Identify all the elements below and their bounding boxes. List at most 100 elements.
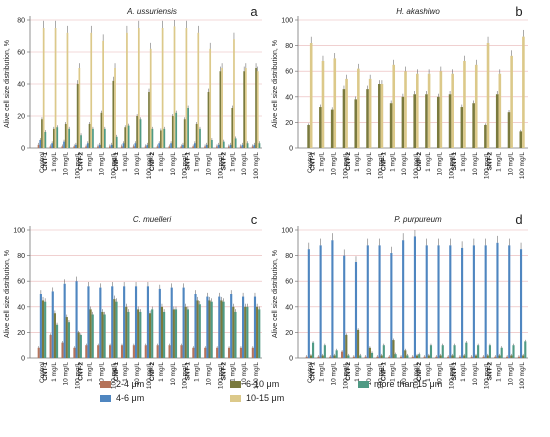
bar-2-4 xyxy=(109,146,111,148)
legend-item-6-10: 6-10 μm xyxy=(230,379,279,389)
bar-15+ xyxy=(359,355,362,358)
bar-2-4 xyxy=(61,146,64,148)
x-tick-label: 1 mg/L xyxy=(319,362,326,382)
bar-2-4 xyxy=(37,144,40,148)
bar-2-4 xyxy=(239,146,242,148)
bar-15+ xyxy=(222,301,225,358)
bar-4-6 xyxy=(75,281,78,358)
bar-6-10 xyxy=(522,355,525,358)
bar-4-6 xyxy=(158,288,161,358)
bar-4-6 xyxy=(449,245,452,358)
bar-2-4 xyxy=(180,146,183,148)
bar-15+ xyxy=(246,306,249,358)
bar-6-10 xyxy=(354,99,358,148)
bar-2-4 xyxy=(97,146,99,148)
bar-10-15 xyxy=(404,71,407,148)
bar-4-6 xyxy=(425,245,428,358)
x-tick-label: 10 mg/L xyxy=(241,362,248,386)
bar-15+ xyxy=(175,112,178,148)
x-tick-label: 100 mg/L xyxy=(182,362,189,389)
bar-6-10 xyxy=(219,71,222,148)
x-tick-label: 100 mg/L xyxy=(448,362,455,389)
bar-2-4 xyxy=(156,345,159,358)
group-label: CNF-2 xyxy=(416,152,423,172)
bar-6-10 xyxy=(77,332,80,358)
bar-6-10 xyxy=(460,107,464,148)
bar-15+ xyxy=(453,345,456,358)
x-tick-label: 1 mg/L xyxy=(425,362,432,382)
bar-4-6 xyxy=(134,143,137,148)
bar-15+ xyxy=(163,311,166,358)
bar-6-10 xyxy=(330,109,334,148)
bar-6-10 xyxy=(172,309,175,358)
bar-10-15 xyxy=(368,78,372,148)
bar-2-4 xyxy=(192,347,195,358)
x-tick-label: Control xyxy=(307,361,314,383)
bar-15+ xyxy=(198,304,201,358)
bar-6-10 xyxy=(357,329,360,358)
y-axis-label: Alive cell size distribution, % xyxy=(272,40,279,128)
bar-15+ xyxy=(258,309,261,358)
x-tick-label: 10 mg/L xyxy=(205,152,212,176)
x-tick-label: 1 mg/L xyxy=(87,152,94,172)
bar-6-10 xyxy=(52,128,55,148)
bar-15+ xyxy=(103,128,106,148)
bar-15+ xyxy=(210,301,213,358)
bar-15+ xyxy=(187,108,189,148)
bar-15+ xyxy=(103,314,106,358)
bar-15+ xyxy=(312,342,315,358)
group-label: CNT-1 xyxy=(42,362,49,381)
bar-2-4 xyxy=(251,146,254,148)
y-tick-label: 80 xyxy=(285,253,293,260)
bar-6-10 xyxy=(137,309,140,358)
legend-swatch xyxy=(230,380,241,388)
bar-10-15 xyxy=(380,84,384,148)
bar-15+ xyxy=(335,350,338,358)
bar-2-4 xyxy=(144,345,147,358)
x-tick-label: 10 mg/L xyxy=(401,362,408,386)
bar-4-6 xyxy=(63,283,66,358)
bar-15+ xyxy=(222,141,225,148)
x-tick-label: 100 mg/L xyxy=(75,152,82,179)
bar-6-10 xyxy=(88,124,91,148)
bar-6-10 xyxy=(378,84,381,148)
x-tick-label: 100 mg/L xyxy=(484,362,491,389)
x-tick-label: Control xyxy=(39,151,46,173)
group-label: SNT-1 xyxy=(451,362,458,381)
bar-6-10 xyxy=(65,317,68,358)
x-tick-label: 1 mg/L xyxy=(51,152,58,172)
bar-2-4 xyxy=(168,146,171,148)
bar-10-15 xyxy=(451,73,454,148)
bar-6-10 xyxy=(124,127,127,148)
y-axis-label: Alive cell size distribution, % xyxy=(4,40,11,128)
x-tick-label: 10 mg/L xyxy=(63,362,70,386)
bar-4-6 xyxy=(242,296,245,358)
bar-4-6 xyxy=(437,245,440,358)
bar-2-4 xyxy=(120,345,124,358)
x-tick-label: 1 mg/L xyxy=(354,152,361,172)
bar-4-6 xyxy=(206,296,209,358)
x-tick-label: 100 mg/L xyxy=(448,152,455,179)
x-tick-label: 1 mg/L xyxy=(425,152,432,172)
x-tick-label: 100 mg/L xyxy=(484,152,491,179)
bar-6-10 xyxy=(401,96,405,148)
x-tick-label: 1 mg/L xyxy=(229,152,236,172)
bar-6-10 xyxy=(208,300,211,358)
bar-2-4 xyxy=(506,356,509,358)
bar-2-4 xyxy=(120,146,123,148)
y-tick-label: 60 xyxy=(285,279,293,286)
bar-6-10 xyxy=(101,311,104,358)
group-label: SNT-1 xyxy=(185,362,192,381)
group-label: SNT-1 xyxy=(451,152,458,171)
bar-10-15 xyxy=(173,26,176,148)
group-label: CNF-1 xyxy=(380,362,387,382)
bar-4-6 xyxy=(413,236,416,358)
bar-4-6 xyxy=(98,144,101,148)
bar-4-6 xyxy=(170,287,173,358)
bar-6-10 xyxy=(425,94,428,148)
x-tick-label: 10 mg/L xyxy=(507,152,514,176)
x-tick-label: 10 mg/L xyxy=(205,362,212,386)
bar-10-15 xyxy=(498,73,502,148)
bar-2-4 xyxy=(329,356,332,358)
bar-6-10 xyxy=(113,299,116,358)
